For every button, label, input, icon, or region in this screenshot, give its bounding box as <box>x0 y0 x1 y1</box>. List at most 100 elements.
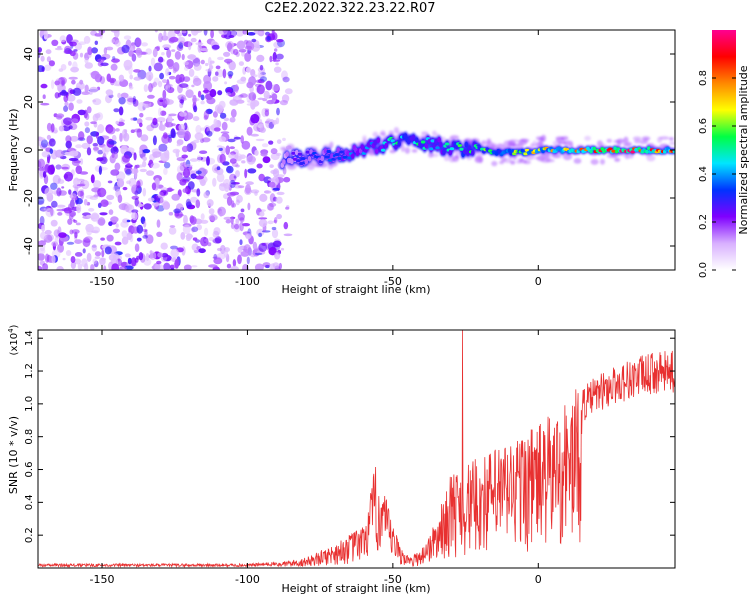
noise-blob <box>161 52 165 56</box>
ridge-core <box>438 141 443 148</box>
noise-blob <box>241 160 246 164</box>
noise-blob <box>214 236 222 244</box>
ridge-core <box>376 137 381 144</box>
noise-blob <box>280 247 285 251</box>
noise-blob <box>218 147 223 151</box>
noise-blob <box>217 90 223 96</box>
noise-blob <box>136 224 144 234</box>
ridge-halo <box>503 157 512 164</box>
noise-blob <box>206 156 210 166</box>
noise-blob <box>38 137 46 141</box>
noise-blob <box>189 215 195 224</box>
noise-blob <box>230 108 237 118</box>
noise-blob <box>137 203 144 207</box>
noise-blob <box>56 115 63 120</box>
noise-blob <box>251 38 257 43</box>
noise-blob <box>274 252 281 260</box>
noise-blob <box>99 257 106 266</box>
ridge-peak <box>305 150 311 154</box>
noise-blob <box>99 76 106 85</box>
ridge-halo <box>555 136 564 141</box>
noise-blob <box>84 236 93 241</box>
noise-blob <box>97 149 104 155</box>
noise-blob <box>100 199 109 207</box>
noise-blob <box>246 81 254 89</box>
noise-blob <box>259 64 264 71</box>
x-tick-label: 0 <box>535 275 542 288</box>
noise-blob <box>148 82 153 93</box>
noise-blob <box>223 51 231 57</box>
noise-blob <box>238 48 247 53</box>
noise-blob <box>235 218 240 224</box>
noise-blob <box>257 78 265 84</box>
noise-blob <box>51 39 59 46</box>
noise-blob <box>58 125 65 132</box>
noise-blob <box>38 47 42 53</box>
noise-blob <box>168 63 174 70</box>
noise-blob <box>229 191 240 196</box>
noise-blob <box>250 133 259 137</box>
noise-blob <box>257 123 265 129</box>
ridge-core <box>494 151 499 156</box>
noise-blob <box>260 152 268 157</box>
noise-blob <box>86 135 93 145</box>
noise-blob <box>76 204 82 214</box>
noise-blob <box>140 216 146 225</box>
noise-blob <box>92 226 100 234</box>
noise-blob <box>208 264 218 268</box>
ridge-core <box>520 148 525 153</box>
noise-blob <box>226 92 231 96</box>
noise-blob <box>90 30 97 36</box>
noise-blob <box>266 99 275 105</box>
noise-blob <box>226 263 232 269</box>
colorbar-gradient <box>712 30 736 270</box>
noise-blob <box>283 176 291 183</box>
noise-blob <box>100 62 109 67</box>
noise-blob <box>209 62 213 71</box>
noise-blob <box>142 156 147 162</box>
ridge-halo <box>510 160 516 165</box>
noise-blob <box>194 132 204 141</box>
noise-blob <box>247 32 256 36</box>
noise-blob <box>126 96 134 105</box>
noise-blob <box>226 88 233 93</box>
ridge-halo <box>669 137 674 141</box>
noise-blob <box>113 146 118 152</box>
noise-blob <box>89 195 99 200</box>
ridge-halo <box>491 160 498 167</box>
noise-blob <box>65 135 72 143</box>
noise-blob <box>237 185 245 189</box>
noise-blob <box>94 251 102 257</box>
noise-blob <box>258 173 266 182</box>
ridge-halo <box>327 163 334 170</box>
noise-blob <box>165 84 171 91</box>
noise-blob <box>179 101 184 109</box>
noise-blob <box>76 184 85 187</box>
noise-blob <box>111 58 120 63</box>
noise-blob <box>108 140 117 145</box>
noise-blob <box>126 232 133 241</box>
noise-blob <box>84 62 94 69</box>
noise-blob <box>121 230 128 238</box>
noise-blob <box>92 113 99 122</box>
noise-blob <box>159 99 164 103</box>
noise-blob <box>158 32 163 43</box>
noise-blob <box>143 84 149 93</box>
noise-blob <box>129 74 133 80</box>
noise-blob <box>265 118 273 129</box>
noise-blob <box>65 250 72 256</box>
ridge-halo <box>563 140 574 146</box>
noise-blob <box>258 232 262 238</box>
noise-blob <box>46 122 52 132</box>
ridge-halo <box>659 136 670 140</box>
noise-blob <box>84 84 89 94</box>
noise-blob <box>189 158 198 162</box>
noise-blob <box>136 237 142 242</box>
noise-blob <box>47 155 50 164</box>
noise-blob <box>75 197 83 205</box>
spectrogram-x-axis: -150 -100 -50 0 <box>90 30 542 288</box>
noise-blob <box>183 214 188 225</box>
noise-blob <box>44 164 49 173</box>
noise-blob <box>175 74 182 84</box>
colorbar-tick-label: 0.8 <box>698 70 709 86</box>
